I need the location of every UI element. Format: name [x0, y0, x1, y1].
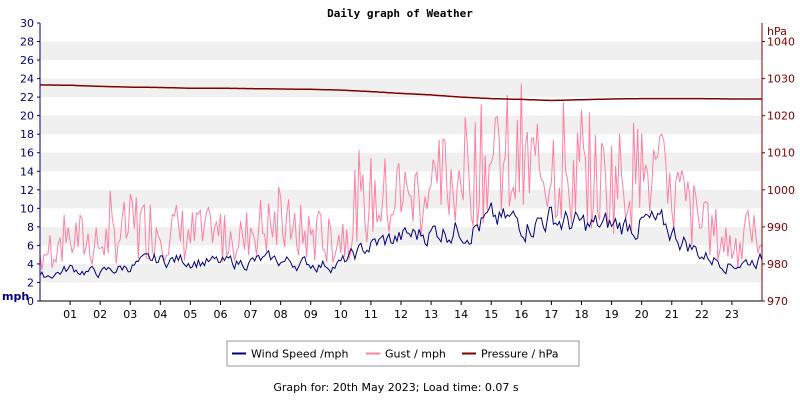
x-tick-label: 19: [605, 308, 619, 321]
grid-bands: [40, 41, 762, 283]
x-tick-label: 17: [544, 308, 558, 321]
x-tick-label: 05: [183, 308, 197, 321]
legend-label: Wind Speed /mph: [251, 348, 349, 361]
x-tick-label: 22: [695, 308, 709, 321]
plot-area: [39, 83, 763, 279]
left-tick-label: 0: [27, 295, 34, 308]
x-tick-label: 06: [214, 308, 228, 321]
right-tick-label: 970: [767, 295, 788, 308]
x-tick-label: 10: [334, 308, 348, 321]
x-tick-label: 12: [394, 308, 408, 321]
axes: 0246810121416182022242628309709809901000…: [20, 17, 795, 321]
legend-box: [226, 340, 580, 367]
right-tick-label: 1030: [767, 73, 795, 86]
x-tick-label: 03: [123, 308, 137, 321]
x-tick-label: 21: [665, 308, 679, 321]
right-tick-label: 1020: [767, 110, 795, 123]
chart-title: Daily graph of Weather: [327, 7, 473, 20]
left-tick-label: 16: [20, 147, 34, 160]
x-tick-label: 07: [244, 308, 258, 321]
left-tick-label: 20: [20, 110, 34, 123]
grid-band: [40, 263, 762, 283]
x-tick-label: 14: [454, 308, 468, 321]
right-tick-label: 980: [767, 258, 788, 271]
right-tick-label: 990: [767, 221, 788, 234]
x-tick-label: 23: [725, 308, 739, 321]
left-tick-label: 12: [20, 184, 34, 197]
left-axis-unit: mph: [2, 290, 29, 303]
legend: Wind Speed /mph Gust / mph Pressure / hPa: [226, 340, 580, 367]
right-tick-label: 1000: [767, 184, 795, 197]
footer-text: Graph for: 20th May 2023; Load time: 0.0…: [273, 381, 519, 394]
x-tick-label: 04: [153, 308, 167, 321]
series-line-pressure: [40, 84, 762, 102]
x-tick-label: 11: [364, 308, 378, 321]
grid-band: [40, 152, 762, 172]
series-line-gust: [39, 83, 763, 270]
left-tick-label: 10: [20, 202, 34, 215]
left-tick-label: 4: [27, 258, 34, 271]
left-tick-label: 26: [20, 54, 34, 67]
x-tick-label: 16: [514, 308, 528, 321]
left-tick-label: 2: [27, 276, 34, 289]
grid-band: [40, 189, 762, 209]
right-tick-label: 1010: [767, 147, 795, 160]
legend-label: Gust / mph: [385, 348, 446, 361]
x-tick-label: 01: [63, 308, 77, 321]
x-tick-label: 18: [575, 308, 589, 321]
left-tick-label: 18: [20, 128, 34, 141]
x-tick-label: 02: [93, 308, 107, 321]
right-tick-label: 1040: [767, 36, 795, 49]
left-tick-label: 30: [20, 17, 34, 30]
grid-band: [40, 41, 762, 61]
left-tick-label: 8: [27, 221, 34, 234]
left-tick-label: 6: [27, 239, 34, 252]
x-tick-label: 20: [635, 308, 649, 321]
x-tick-label: 08: [274, 308, 288, 321]
left-tick-label: 24: [20, 73, 34, 86]
x-tick-label: 13: [424, 308, 438, 321]
legend-label: Pressure / hPa: [481, 348, 559, 361]
x-tick-label: 09: [304, 308, 318, 321]
left-tick-label: 14: [20, 165, 34, 178]
x-tick-label: 15: [484, 308, 498, 321]
grid-band: [40, 226, 762, 246]
grid-band: [40, 78, 762, 98]
left-tick-label: 28: [20, 36, 34, 49]
right-axis-unit: hPa: [767, 25, 787, 38]
grid-band: [40, 115, 762, 135]
series-line-wind-speed: [39, 202, 763, 279]
left-tick-label: 22: [20, 91, 34, 104]
